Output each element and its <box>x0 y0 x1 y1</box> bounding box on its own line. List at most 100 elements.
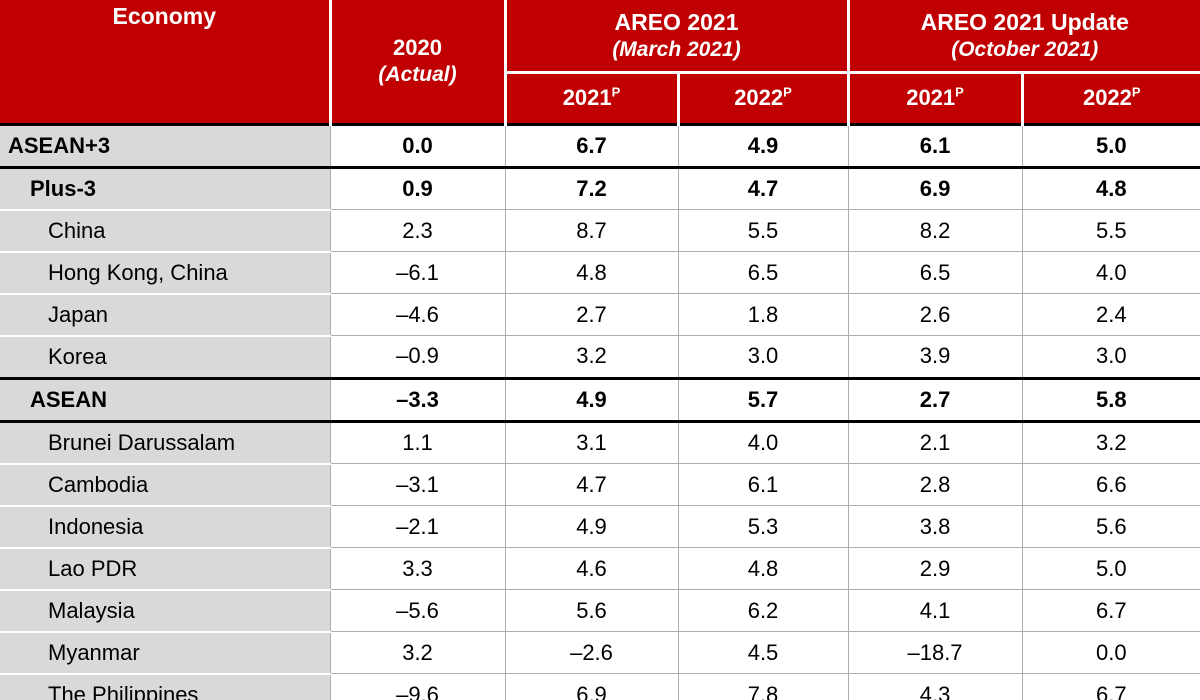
value-cell-march-2022: 4.5 <box>677 631 849 674</box>
value-cell-march-2022: 5.5 <box>677 209 849 252</box>
economy-cell: Malaysia <box>0 588 330 632</box>
table-row: Korea –0.9 3.2 3.0 3.9 3.0 <box>0 334 1200 378</box>
value-cell-october-2022: 5.8 <box>1021 376 1200 423</box>
subcol-year: 2021 <box>906 85 956 110</box>
value-cell-2020: –9.6 <box>329 673 505 700</box>
subcol-header-2022p-october: 2022P <box>1020 72 1200 124</box>
projection-superscript: P <box>611 84 621 100</box>
value-cell-october-2022: 4.0 <box>1021 251 1200 294</box>
projection-superscript: P <box>1131 84 1141 100</box>
value-cell-2020: –3.3 <box>329 376 505 423</box>
col-header-2020-line2: (Actual) <box>378 62 457 86</box>
economy-cell: Cambodia <box>0 462 330 506</box>
group-header-areo-2021: AREO 2021 (March 2021) <box>503 0 849 74</box>
value-cell-march-2021: 3.1 <box>504 420 678 464</box>
value-cell-2020: –0.9 <box>329 335 505 378</box>
projection-superscript: P <box>783 84 792 100</box>
economy-cell: Lao PDR <box>0 546 330 590</box>
group-title: AREO 2021 <box>614 8 739 35</box>
economy-cell: The Philippines <box>0 672 330 700</box>
table-row: Hong Kong, China –6.1 4.8 6.5 6.5 4.0 <box>0 250 1200 294</box>
table-row: ASEAN –3.3 4.9 5.7 2.7 5.8 <box>0 376 1200 423</box>
value-cell-march-2022: 4.9 <box>677 122 849 169</box>
value-cell-march-2022: 4.8 <box>677 547 849 590</box>
value-cell-march-2022: 3.0 <box>677 335 849 378</box>
subcol-header-2022p-march: 2022P <box>676 72 849 124</box>
economy-cell: China <box>0 208 330 252</box>
group-subtitle: (March 2021) <box>612 37 741 61</box>
subcol-year: 2022 <box>1082 85 1132 110</box>
projection-superscript: P <box>955 84 964 100</box>
col-header-2020-actual: 2020 (Actual) <box>328 0 505 124</box>
value-cell-october-2021: 2.6 <box>847 293 1023 336</box>
economy-cell: Indonesia <box>0 504 330 548</box>
value-cell-october-2022: 6.6 <box>1021 463 1200 506</box>
table-row: Indonesia –2.1 4.9 5.3 3.8 5.6 <box>0 504 1200 548</box>
value-cell-march-2021: –2.6 <box>504 631 678 674</box>
economy-cell: Plus-3 <box>0 166 330 210</box>
value-cell-march-2021: 7.2 <box>504 166 678 210</box>
table-row: China 2.3 8.7 5.5 8.2 5.5 <box>0 208 1200 252</box>
table-row: Brunei Darussalam 1.1 3.1 4.0 2.1 3.2 <box>0 420 1200 464</box>
economy-cell: Myanmar <box>0 630 330 674</box>
value-cell-october-2022: 5.0 <box>1021 547 1200 590</box>
value-cell-march-2021: 4.7 <box>504 463 678 506</box>
value-cell-march-2021: 4.8 <box>504 251 678 294</box>
value-cell-october-2021: 6.9 <box>847 166 1023 210</box>
table-row: Japan –4.6 2.7 1.8 2.6 2.4 <box>0 292 1200 336</box>
value-cell-march-2021: 4.6 <box>504 547 678 590</box>
value-cell-october-2022: 0.0 <box>1021 631 1200 674</box>
value-cell-march-2021: 8.7 <box>504 209 678 252</box>
value-cell-march-2021: 6.9 <box>504 673 678 700</box>
header-row-groups: Economy 2020 (Actual) AREO 2021 (March 2… <box>0 0 1200 124</box>
value-cell-2020: –2.1 <box>329 505 505 548</box>
header-row-years: 2021P 2022P 2021P 2022P <box>0 72 1200 124</box>
table-row: Lao PDR 3.3 4.6 4.8 2.9 5.0 <box>0 546 1200 590</box>
value-cell-march-2021: 3.2 <box>504 335 678 378</box>
value-cell-october-2022: 2.4 <box>1021 293 1200 336</box>
value-cell-october-2022: 3.0 <box>1021 335 1200 378</box>
value-cell-october-2021: 4.1 <box>847 589 1023 632</box>
value-cell-2020: –5.6 <box>329 589 505 632</box>
value-cell-march-2021: 5.6 <box>504 589 678 632</box>
value-cell-october-2021: 2.7 <box>847 376 1023 423</box>
value-cell-october-2021: 8.2 <box>847 209 1023 252</box>
value-cell-march-2022: 6.2 <box>677 589 849 632</box>
value-cell-2020: –3.1 <box>329 463 505 506</box>
group-header-areo-2021-update: AREO 2021 Update (October 2021) <box>846 0 1200 74</box>
value-cell-2020: 0.0 <box>329 122 505 169</box>
table-body: ASEAN+3 0.0 6.7 4.9 6.1 5.0 Plus-3 0.9 7… <box>0 122 1200 700</box>
table-row: Cambodia –3.1 4.7 6.1 2.8 6.6 <box>0 462 1200 506</box>
table-row: Malaysia –5.6 5.6 6.2 4.1 6.7 <box>0 588 1200 632</box>
value-cell-march-2021: 6.7 <box>504 122 678 169</box>
value-cell-march-2021: 2.7 <box>504 293 678 336</box>
subcol-header-2021p-october: 2021P <box>846 72 1023 124</box>
economy-cell: Japan <box>0 292 330 336</box>
group-subtitle: (October 2021) <box>951 37 1099 61</box>
economy-cell: Korea <box>0 334 330 378</box>
value-cell-march-2022: 4.0 <box>677 420 849 464</box>
value-cell-2020: 1.1 <box>329 420 505 464</box>
value-cell-2020: 3.3 <box>329 547 505 590</box>
value-cell-march-2021: 4.9 <box>504 505 678 548</box>
value-cell-march-2022: 5.3 <box>677 505 849 548</box>
table-row: The Philippines –9.6 6.9 7.8 4.3 6.7 <box>0 672 1200 700</box>
value-cell-2020: –6.1 <box>329 251 505 294</box>
economy-cell: Brunei Darussalam <box>0 420 330 464</box>
value-cell-october-2021: 3.9 <box>847 335 1023 378</box>
value-cell-march-2022: 5.7 <box>677 376 849 423</box>
col-header-2020-line1: 2020 <box>393 35 442 61</box>
economy-header-label: Economy <box>112 3 217 29</box>
value-cell-october-2022: 5.5 <box>1021 209 1200 252</box>
value-cell-october-2021: 4.3 <box>847 673 1023 700</box>
subcol-year: 2021 <box>562 85 612 110</box>
economy-cell: ASEAN <box>0 376 330 423</box>
value-cell-march-2022: 4.7 <box>677 166 849 210</box>
table-row: Plus-3 0.9 7.2 4.7 6.9 4.8 <box>0 166 1200 210</box>
economy-cell: ASEAN+3 <box>0 122 330 169</box>
value-cell-october-2021: 2.8 <box>847 463 1023 506</box>
value-cell-october-2021: 6.1 <box>847 122 1023 169</box>
table-row: Myanmar 3.2 –2.6 4.5 –18.7 0.0 <box>0 630 1200 674</box>
value-cell-october-2021: 2.1 <box>847 420 1023 464</box>
col-header-economy: Economy <box>0 0 330 124</box>
